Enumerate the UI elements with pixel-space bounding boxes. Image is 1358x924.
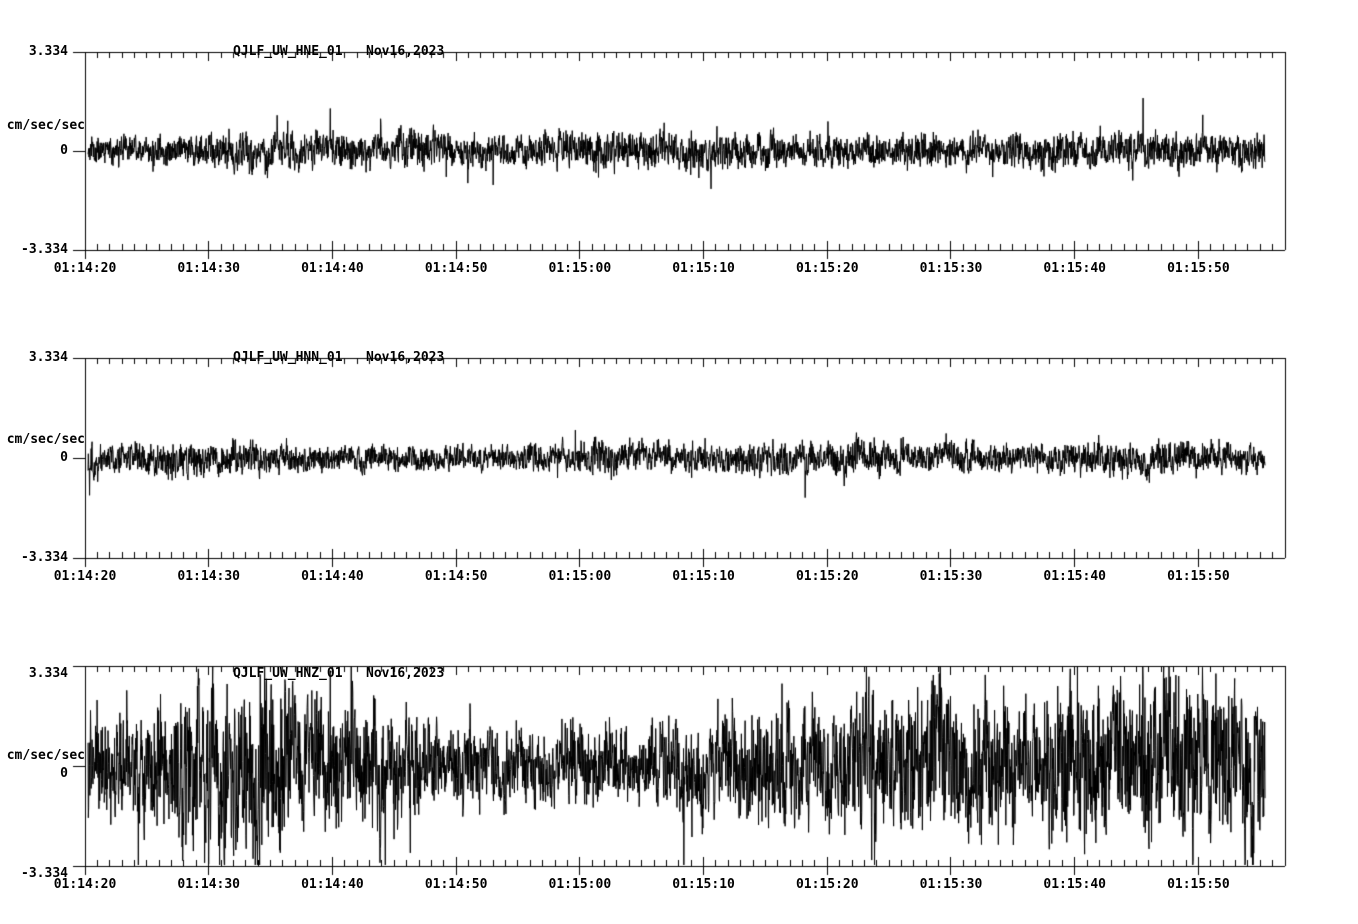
waveform-canvas-hnn [0,306,1358,608]
y-axis-zero-label-hne: 0 [60,143,68,158]
x-axis-tick-label: 01:15:00 [548,569,612,584]
x-axis-tick-label: 01:14:50 [424,569,488,584]
station-code-hne: QJLF_UW_HNE_01 [232,44,343,59]
x-axis-tick-label: 01:15:00 [548,261,612,276]
seismogram-panel-hne: QJLF_UW_HNE_01 Nov16,2023 3.334 cm/sec/s… [0,0,1358,300]
x-axis-tick-label: 01:14:50 [424,877,488,892]
panel-title-hne: QJLF_UW_HNE_01 Nov16,2023 [186,31,444,73]
x-axis-tick-label: 01:15:40 [1043,569,1106,584]
x-axis-tick-label: 01:15:00 [548,877,612,892]
y-axis-top-label-hnn: 3.334 [28,350,68,365]
x-axis-tick-label: 01:15:10 [672,877,735,892]
y-axis-bottom-label-hnn: -3.334 [21,550,68,565]
waveform-canvas-hnz [0,614,1358,924]
x-axis-tick-label: 01:15:20 [795,877,859,892]
panel-date-hne: Nov16,2023 [366,44,445,59]
station-code-hnn: QJLF_UW_HNN_01 [232,350,343,365]
x-axis-tick-label: 01:14:20 [53,569,117,584]
x-axis-tick-label: 01:15:50 [1167,569,1230,584]
x-axis-tick-label: 01:14:40 [301,877,364,892]
y-axis-units-hnz: cm/sec/sec [6,748,85,763]
y-axis-top-label-hne: 3.334 [28,44,68,59]
panel-title-hnz: QJLF_UW_HNZ_01 Nov16,2023 [186,653,444,695]
x-axis-tick-label: 01:14:40 [301,261,364,276]
y-axis-units-hne: cm/sec/sec [6,118,85,133]
x-axis-tick-label: 01:15:10 [672,569,735,584]
seismogram-panel-hnn: QJLF_UW_HNN_01 Nov16,2023 3.334 cm/sec/s… [0,306,1358,608]
panel-date-hnz: Nov16,2023 [366,666,445,681]
station-code-hnz: QJLF_UW_HNZ_01 [232,666,343,681]
x-axis-tick-label: 01:14:30 [177,261,241,276]
seismogram-panel-hnz: QJLF_UW_HNZ_01 Nov16,2023 3.334 cm/sec/s… [0,614,1358,924]
y-axis-top-label-hnz: 3.334 [28,666,68,681]
panel-title-hnn: QJLF_UW_HNN_01 Nov16,2023 [186,337,444,379]
x-axis-tick-label: 01:15:10 [672,261,735,276]
x-axis-tick-label: 01:15:30 [919,261,983,276]
x-axis-tick-label: 01:14:50 [424,261,488,276]
y-axis-units-hnn: cm/sec/sec [6,432,85,447]
x-axis-tick-label: 01:15:30 [919,877,983,892]
x-axis-tick-label: 01:14:20 [53,261,117,276]
y-axis-bottom-label-hne: -3.334 [21,242,68,257]
waveform-canvas-hne [0,0,1358,300]
x-axis-tick-label: 01:15:50 [1167,877,1230,892]
x-axis-tick-label: 01:15:20 [795,261,859,276]
x-axis-tick-label: 01:15:40 [1043,877,1106,892]
x-axis-tick-label: 01:14:30 [177,569,241,584]
x-axis-tick-label: 01:15:30 [919,569,983,584]
x-axis-tick-label: 01:15:40 [1043,261,1106,276]
y-axis-zero-label-hnz: 0 [60,766,68,781]
x-axis-tick-label: 01:14:30 [177,877,241,892]
panel-date-hnn: Nov16,2023 [366,350,445,365]
x-axis-tick-label: 01:14:40 [301,569,364,584]
y-axis-zero-label-hnn: 0 [60,450,68,465]
x-axis-tick-label: 01:15:50 [1167,261,1230,276]
y-axis-bottom-label-hnz: -3.334 [21,866,68,881]
x-axis-tick-label: 01:15:20 [795,569,859,584]
x-axis-tick-label: 01:14:20 [53,877,117,892]
